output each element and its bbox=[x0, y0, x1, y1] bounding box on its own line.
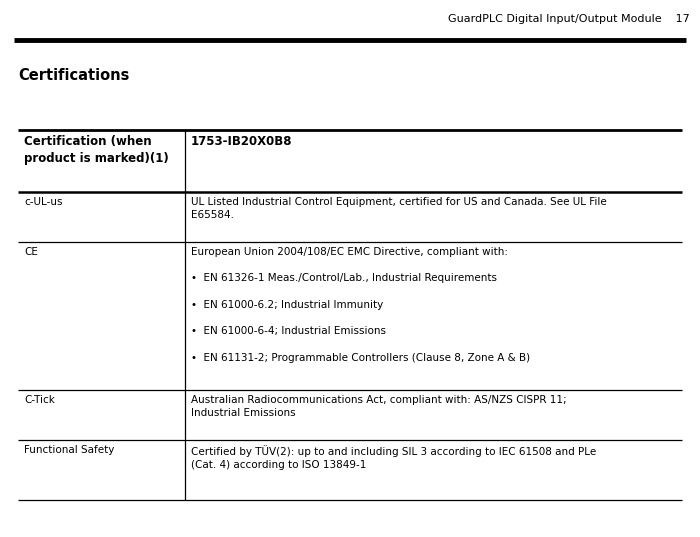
Text: Certified by TÜV(2): up to and including SIL 3 according to IEC 61508 and PLe
(C: Certified by TÜV(2): up to and including… bbox=[191, 445, 596, 470]
Text: Australian Radiocommunications Act, compliant with: AS/NZS CISPR 11;
Industrial : Australian Radiocommunications Act, comp… bbox=[191, 395, 566, 418]
Text: Certification (when
product is marked)(1): Certification (when product is marked)(1… bbox=[24, 135, 169, 165]
Text: CE: CE bbox=[24, 247, 38, 257]
Text: Certifications: Certifications bbox=[18, 68, 130, 83]
Text: C-Tick: C-Tick bbox=[24, 395, 55, 405]
Text: European Union 2004/108/EC EMC Directive, compliant with:

•  EN 61326-1 Meas./C: European Union 2004/108/EC EMC Directive… bbox=[191, 247, 530, 362]
Text: 1753-IB20X0B8: 1753-IB20X0B8 bbox=[191, 135, 293, 148]
Text: Functional Safety: Functional Safety bbox=[24, 445, 114, 455]
Text: GuardPLC Digital Input/Output Module    17: GuardPLC Digital Input/Output Module 17 bbox=[448, 14, 690, 24]
Text: c-UL-us: c-UL-us bbox=[24, 197, 62, 207]
Text: UL Listed Industrial Control Equipment, certified for US and Canada. See UL File: UL Listed Industrial Control Equipment, … bbox=[191, 197, 607, 220]
